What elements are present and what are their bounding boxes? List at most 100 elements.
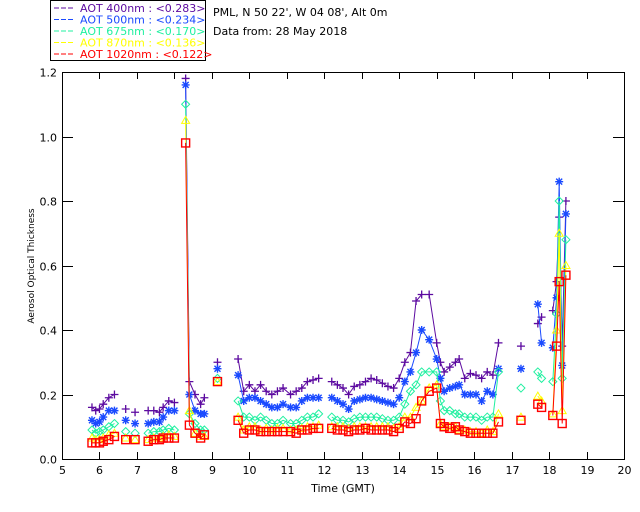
- data-point-plus: [383, 382, 392, 391]
- title-line-1: PML, N 50 22', W 04 08', Alt 0m: [213, 6, 387, 19]
- data-point-plus: [309, 375, 318, 384]
- data-point-asterisk: [155, 417, 164, 426]
- data-point-asterisk: [303, 393, 312, 402]
- data-point-asterisk: [121, 416, 130, 425]
- data-point-plus: [256, 380, 265, 389]
- data-point-asterisk: [234, 371, 243, 380]
- data-point-asterisk: [451, 382, 460, 391]
- data-point-diamond: [400, 399, 410, 409]
- data-point-asterisk: [256, 396, 265, 405]
- data-point-square: [199, 430, 210, 440]
- data-point-square: [297, 425, 307, 435]
- data-point-asterisk: [309, 393, 318, 402]
- data-point-square: [250, 425, 260, 435]
- data-point-square: [327, 423, 337, 434]
- data-point-asterisk: [483, 387, 492, 396]
- series-4: [87, 138, 571, 448]
- data-point-plus: [440, 367, 449, 376]
- data-point-plus: [314, 374, 323, 383]
- data-point-asterisk: [412, 348, 421, 357]
- y-tick-label: 0.4: [40, 325, 58, 338]
- data-point-plus: [361, 377, 370, 386]
- data-point-diamond: [431, 367, 442, 377]
- y-axis-label: Aerosol Optical Thickness: [27, 208, 37, 324]
- data-point-diamond: [411, 380, 421, 390]
- data-point-asterisk: [327, 393, 336, 402]
- data-point-asterisk: [378, 396, 387, 405]
- data-point-asterisk: [361, 393, 370, 402]
- x-tick-label: 20: [618, 464, 632, 477]
- data-point-plus: [95, 405, 104, 414]
- data-point-diamond: [343, 417, 354, 427]
- data-point-diamond: [416, 367, 427, 377]
- data-point-asterisk: [239, 396, 248, 405]
- data-point-plus: [344, 390, 353, 399]
- data-point-square: [551, 341, 562, 351]
- data-point-diamond: [313, 409, 324, 419]
- data-point-plus: [286, 390, 295, 399]
- data-point-plus: [445, 363, 454, 372]
- x-tick-label: 11: [281, 464, 295, 477]
- data-point-asterisk: [488, 390, 497, 399]
- data-point-asterisk: [494, 364, 503, 373]
- data-point-square: [411, 413, 421, 424]
- data-point-asterisk: [164, 406, 173, 415]
- data-point-plus: [516, 342, 525, 351]
- data-point-triangle: [190, 428, 200, 437]
- data-point-square: [360, 423, 371, 434]
- y-tick-label: 1.2: [40, 67, 58, 80]
- data-point-plus: [355, 380, 364, 389]
- data-point-diamond: [250, 415, 260, 426]
- data-point-plus: [159, 403, 168, 412]
- data-point-square: [383, 425, 393, 435]
- data-point-plus: [99, 400, 108, 409]
- axes: 5 6 7 8 9 10 11 12 13 14 15 16 17 18 19 20 0.0 0.2 0.4 0.6 0…: [40, 67, 632, 478]
- data-point-asterisk: [466, 390, 475, 399]
- data-point-asterisk: [537, 338, 546, 347]
- data-point-plus: [239, 387, 248, 396]
- data-point-square: [343, 426, 354, 437]
- data-point-diamond: [450, 409, 461, 419]
- data-point-asterisk: [436, 374, 445, 383]
- data-point-plus: [149, 406, 158, 415]
- data-point-plus: [200, 393, 209, 402]
- data-point-asterisk: [262, 400, 271, 409]
- data-point-square: [184, 420, 195, 430]
- data-point-triangle: [493, 408, 504, 418]
- data-point-square: [233, 415, 243, 425]
- data-point-plus: [303, 377, 312, 386]
- series-0: [87, 74, 570, 417]
- data-point-plus: [164, 396, 173, 405]
- data-point-diamond: [308, 412, 318, 422]
- data-point-square: [255, 426, 266, 437]
- data-point-square: [143, 436, 153, 446]
- data-point-asterisk: [297, 396, 306, 405]
- data-point-triangle: [120, 433, 131, 442]
- data-point-plus: [378, 379, 387, 388]
- data-point-square: [244, 425, 255, 435]
- data-point-diamond: [327, 412, 337, 422]
- data-point-triangle: [416, 395, 427, 405]
- data-point-asterisk: [170, 406, 179, 415]
- data-point-asterisk: [344, 405, 353, 414]
- data-point-square: [355, 425, 365, 435]
- legend-entry: AOT 1020nm : <0.122>: [80, 48, 213, 61]
- data-point-plus: [131, 408, 140, 417]
- x-tick-label: 8: [171, 464, 178, 477]
- data-point-asterisk: [273, 403, 282, 412]
- data-point-asterisk: [250, 393, 259, 402]
- data-point-asterisk: [292, 403, 301, 412]
- data-point-square: [308, 423, 318, 434]
- data-point-asterisk: [406, 367, 415, 376]
- data-point-plus: [104, 393, 113, 402]
- data-point-plus: [327, 377, 336, 386]
- series-line: [92, 142, 567, 444]
- data-point-square: [164, 433, 174, 443]
- data-point-asterisk: [445, 384, 454, 393]
- data-point-square: [272, 426, 283, 437]
- data-point-asterisk: [200, 409, 209, 418]
- data-point-square: [493, 417, 504, 427]
- data-point-square: [488, 428, 498, 438]
- data-point-asterisk: [213, 364, 222, 373]
- data-point-asterisk: [104, 406, 113, 415]
